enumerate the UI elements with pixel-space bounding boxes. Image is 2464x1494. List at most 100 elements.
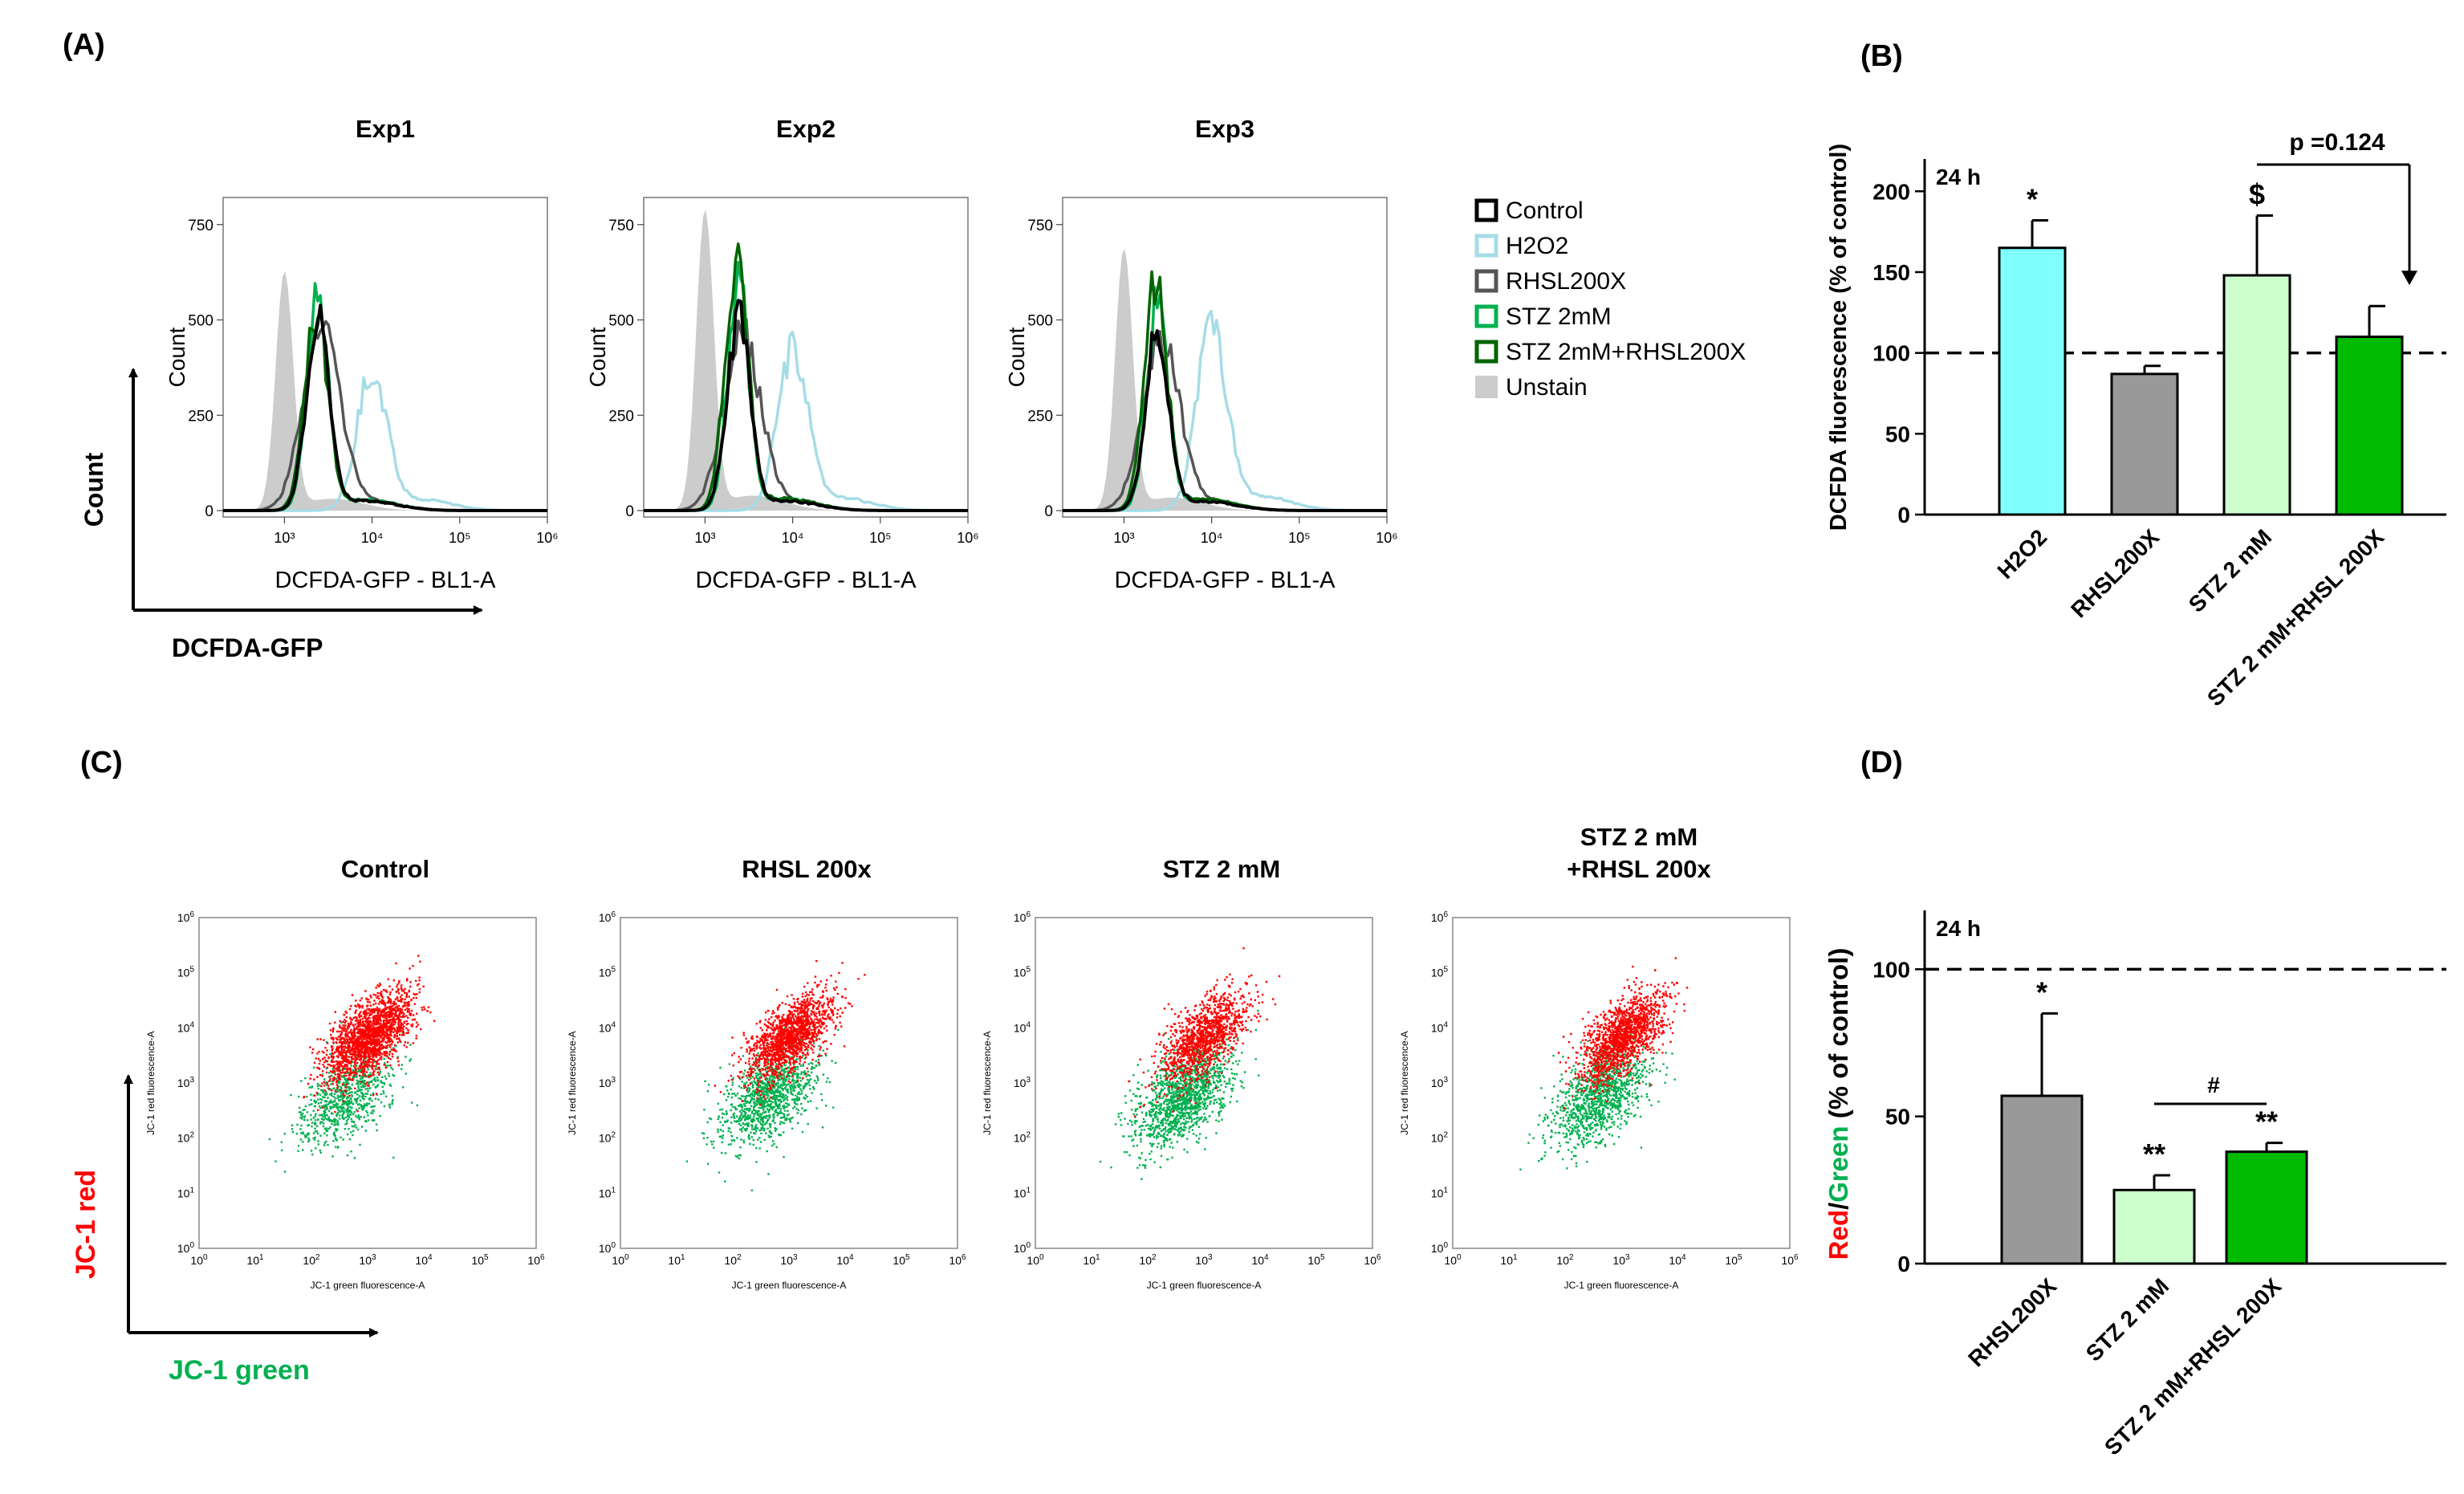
tick-exponent: 6 [611, 910, 616, 919]
tick-exponent: 2 [1443, 1131, 1448, 1140]
scatter-y-label: JC-1 red fluorescence-A [982, 1031, 993, 1134]
tick-base: 10 [1500, 1254, 1513, 1267]
y-tick-label: 0 [205, 503, 213, 520]
y-tick-label: 100 [1872, 341, 1910, 366]
tick-base: 10 [1251, 1254, 1264, 1267]
y-axis-label-part: Green [1824, 1126, 1853, 1202]
time-annotation: 24 h [1936, 165, 1981, 189]
x-tick-label: 105 [892, 1253, 910, 1267]
tick-exponent: 5 [1443, 966, 1448, 975]
scatter-y-label: JC-1 red fluorescence-A [145, 1031, 157, 1134]
tick-base: 10 [668, 1254, 681, 1267]
tick-exponent: 4 [428, 1253, 433, 1262]
scatter-points-red [1128, 947, 1281, 1117]
tick-base: 10 [1781, 1254, 1794, 1267]
y-axis-label-part: (% of control) [1824, 948, 1853, 1126]
y-tick-label: 100 [1431, 1241, 1449, 1255]
bracket-label: # [2207, 1073, 2220, 1097]
y-tick-label: 200 [1872, 179, 1910, 204]
tick-exponent: 2 [189, 1131, 194, 1140]
tick-base: 10 [599, 1132, 612, 1145]
tick-base: 10 [177, 1021, 190, 1034]
x-tick-label: 103 [1195, 1253, 1213, 1267]
x-tick-label: 10⁵ [869, 530, 891, 546]
y-tick-label: 0 [625, 503, 634, 520]
histogram-frame [643, 197, 969, 518]
y-tick-label: 500 [1027, 313, 1053, 330]
tick-exponent: 6 [962, 1253, 966, 1262]
x-tick-label: 100 [1444, 1253, 1462, 1267]
y-tick-label: 101 [177, 1186, 195, 1199]
tick-exponent: 5 [611, 966, 616, 975]
tick-exponent: 4 [1443, 1020, 1448, 1029]
legend-label: RHSL200X [1506, 268, 1626, 295]
tick-base: 10 [177, 911, 190, 924]
y-axis-label: Red/Green (% of control) [1824, 948, 1853, 1260]
y-tick-label: 106 [1431, 910, 1449, 924]
y-tick-label: 106 [177, 910, 195, 924]
tick-base: 10 [1444, 1254, 1457, 1267]
x-tick-label: 10⁶ [957, 530, 978, 546]
panel-a-histograms: Exp1 0 250 500 750 Count 10³ 10⁴ 10⁵ 10⁶ DCFDA-GFP… [79, 115, 1746, 662]
x-tick-label: 103 [359, 1253, 376, 1267]
category-label: STZ 2 mM [2081, 1273, 2173, 1366]
scatter-frame [1035, 917, 1373, 1249]
y-tick-label: 103 [599, 1076, 616, 1089]
significance-marker: ** [2255, 1105, 2278, 1138]
tick-base: 10 [359, 1254, 372, 1267]
x-tick-label: 10⁶ [536, 530, 558, 546]
significance-marker: $ [2249, 177, 2265, 210]
outer-x-axis-label: JC-1 green [169, 1355, 310, 1386]
y-tick-label: 105 [177, 966, 195, 979]
y-axis-label-part: / [1824, 1203, 1853, 1210]
histogram-x-label: DCFDA-GFP - BL1-A [274, 568, 496, 593]
tick-exponent: 0 [203, 1253, 208, 1262]
tick-exponent: 1 [1513, 1253, 1518, 1262]
x-tick-label: 101 [1083, 1253, 1100, 1267]
tick-base: 10 [599, 911, 612, 924]
x-tick-label: 10⁵ [1288, 530, 1310, 546]
bar [2112, 1188, 2196, 1265]
tick-base: 10 [1725, 1254, 1738, 1267]
scatter-points-green [1519, 1018, 1676, 1170]
scatter-points-red [714, 960, 866, 1106]
x-tick-label: 106 [527, 1253, 545, 1267]
x-tick-label: 100 [612, 1253, 629, 1267]
tick-base: 10 [949, 1254, 962, 1267]
tick-base: 10 [1014, 1132, 1027, 1145]
tick-base: 10 [1431, 1187, 1444, 1199]
legend-swatch-stz-2mm [1474, 304, 1498, 328]
tick-base: 10 [1195, 1254, 1208, 1267]
bar [2222, 274, 2291, 516]
tick-exponent: 6 [1794, 1253, 1799, 1262]
y-tick-label: 105 [599, 966, 616, 979]
y-tick-label: 500 [608, 313, 634, 330]
scatter-x-label: JC-1 green fluorescence-A [1564, 1280, 1679, 1291]
y-tick-label: 105 [1431, 966, 1449, 979]
tick-exponent: 2 [1152, 1253, 1157, 1262]
legend-label: H2O2 [1506, 233, 1568, 259]
tick-base: 10 [1014, 1242, 1027, 1255]
legend-label: Control [1506, 197, 1584, 224]
legend-label: Unstain [1506, 374, 1588, 401]
scatter-frame [198, 917, 537, 1249]
tick-exponent: 1 [189, 1186, 194, 1195]
category-label: H2O2 [1993, 524, 2052, 584]
tick-exponent: 5 [1738, 1253, 1742, 1262]
histogram-title: Exp2 [776, 115, 836, 143]
x-tick-label: 105 [1307, 1253, 1325, 1267]
y-axis-label: DCFDA fluorescence (% of control) [1826, 144, 1852, 531]
tick-base: 10 [1014, 1187, 1027, 1199]
tick-exponent: 5 [189, 966, 194, 975]
y-axis-label-part: Red [1824, 1210, 1853, 1260]
histogram-curve-control [223, 303, 547, 512]
tick-exponent: 1 [1026, 1186, 1031, 1195]
y-tick-label: 100 [1872, 957, 1910, 982]
y-tick-label: 50 [1885, 1105, 1910, 1130]
tick-exponent: 6 [1376, 1253, 1381, 1262]
y-tick-label: 101 [1431, 1186, 1449, 1199]
tick-base: 10 [1431, 1077, 1444, 1089]
tick-exponent: 3 [1208, 1253, 1213, 1262]
panel-label-b: (B) [1860, 39, 1903, 73]
tick-base: 10 [1083, 1254, 1096, 1267]
